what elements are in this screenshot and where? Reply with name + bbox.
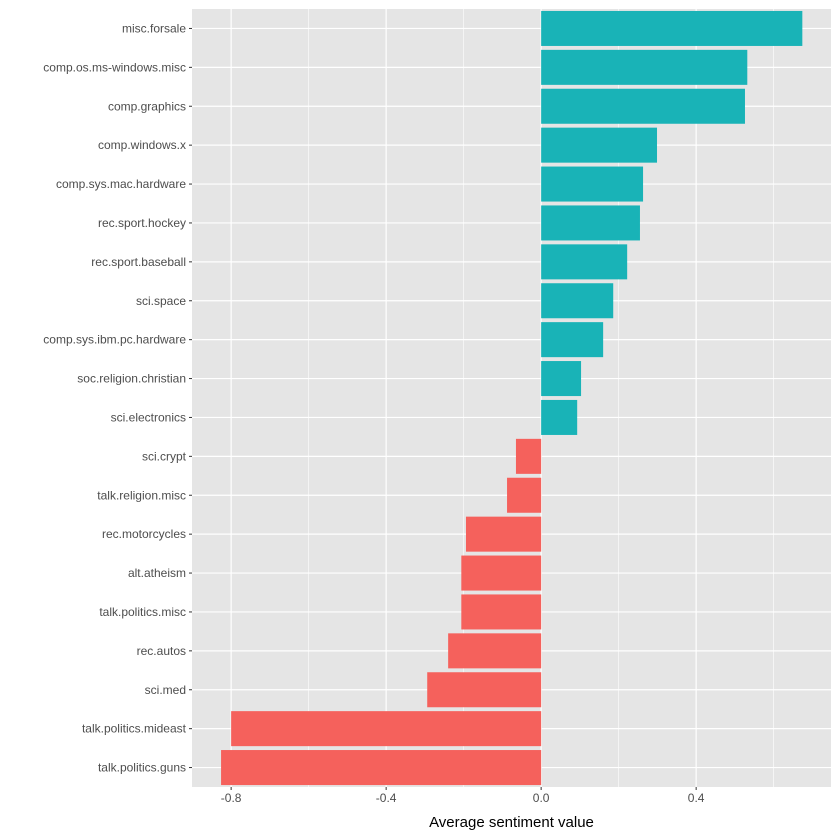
bar-sci-med — [427, 672, 542, 708]
y-tick-label: sci.electronics — [111, 410, 186, 424]
y-tick-label: talk.politics.misc — [99, 605, 186, 619]
bar-talk-politics-misc — [461, 594, 542, 630]
y-tick-label: sci.crypt — [142, 449, 187, 463]
bar-misc-forsale — [541, 10, 803, 46]
y-tick-label: comp.sys.ibm.pc.hardware — [43, 333, 186, 347]
bar-rec-motorcycles — [465, 516, 542, 552]
y-tick-label: comp.windows.x — [98, 138, 186, 152]
x-axis-title: Average sentiment value — [429, 814, 594, 831]
bar-comp-sys-ibm-pc-hardware — [541, 322, 604, 358]
bar-rec-sport-baseball — [541, 244, 628, 280]
y-tick-label: comp.graphics — [108, 99, 186, 113]
y-tick-label: talk.religion.misc — [97, 488, 186, 502]
x-tick-label: 0.0 — [533, 791, 550, 805]
y-tick-label: rec.sport.hockey — [98, 216, 186, 230]
y-tick-label: talk.politics.guns — [98, 761, 186, 775]
bar-comp-windows-x — [541, 127, 658, 163]
bar-sci-crypt — [515, 438, 542, 474]
y-axis: misc.forsale comp.os.ms-windows.misc comp.… — [43, 21, 192, 775]
x-tick-label: -0.4 — [376, 791, 397, 805]
bars — [221, 10, 803, 786]
bar-sci-electronics — [541, 399, 578, 435]
y-tick-label: alt.atheism — [128, 566, 186, 580]
bar-rec-sport-hockey — [541, 205, 640, 241]
bar-rec-autos — [448, 633, 542, 669]
x-axis: -0.8 -0.4 0.0 0.4 — [221, 787, 705, 805]
y-tick-label: soc.religion.christian — [77, 372, 186, 386]
y-tick-label: rec.sport.baseball — [91, 255, 186, 269]
y-tick-label: sci.med — [145, 683, 186, 697]
y-tick-label: misc.forsale — [122, 21, 186, 35]
bar-sci-space — [541, 283, 614, 319]
y-tick-label: rec.autos — [137, 644, 186, 658]
bar-comp-graphics — [541, 88, 745, 124]
bar-talk-politics-mideast — [231, 711, 542, 747]
y-tick-label: rec.motorcycles — [102, 527, 186, 541]
x-tick-label: 0.4 — [688, 791, 705, 805]
bar-talk-politics-guns — [221, 750, 542, 786]
bar-talk-religion-misc — [507, 477, 542, 513]
y-tick-label: sci.space — [136, 294, 186, 308]
bar-alt-atheism — [461, 555, 542, 591]
x-tick-label: -0.8 — [221, 791, 242, 805]
y-tick-label: comp.sys.mac.hardware — [56, 177, 186, 191]
bar-comp-sys-mac-hardware — [541, 166, 644, 202]
bar-soc-religion-christian — [541, 361, 582, 397]
y-tick-label: comp.os.ms-windows.misc — [43, 60, 186, 74]
plot-panel — [192, 9, 831, 787]
y-tick-label: talk.politics.mideast — [82, 722, 187, 736]
bar-comp-os-ms-windows-misc — [541, 49, 748, 85]
